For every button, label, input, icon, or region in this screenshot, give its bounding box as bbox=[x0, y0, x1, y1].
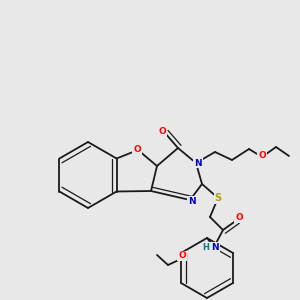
Text: O: O bbox=[235, 214, 243, 223]
Text: H: H bbox=[202, 242, 209, 251]
Text: O: O bbox=[178, 251, 186, 260]
Text: N: N bbox=[211, 242, 219, 251]
Text: N: N bbox=[194, 158, 202, 167]
Text: O: O bbox=[158, 128, 166, 136]
Text: N: N bbox=[188, 196, 196, 206]
Text: O: O bbox=[258, 151, 266, 160]
Text: S: S bbox=[214, 193, 222, 203]
Text: O: O bbox=[133, 146, 141, 154]
